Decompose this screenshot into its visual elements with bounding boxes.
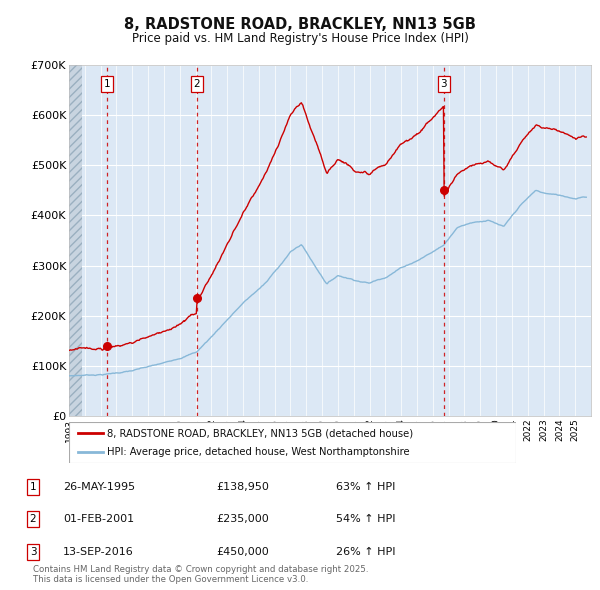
Text: 54% ↑ HPI: 54% ↑ HPI bbox=[336, 514, 395, 524]
Text: £235,000: £235,000 bbox=[216, 514, 269, 524]
Text: 3: 3 bbox=[440, 79, 447, 89]
Text: HPI: Average price, detached house, West Northamptonshire: HPI: Average price, detached house, West… bbox=[107, 447, 410, 457]
Text: £450,000: £450,000 bbox=[216, 547, 269, 556]
Text: 1: 1 bbox=[29, 482, 37, 491]
Text: 63% ↑ HPI: 63% ↑ HPI bbox=[336, 482, 395, 491]
Text: 2: 2 bbox=[193, 79, 200, 89]
Text: 13-SEP-2016: 13-SEP-2016 bbox=[63, 547, 134, 556]
Text: Contains HM Land Registry data © Crown copyright and database right 2025.
This d: Contains HM Land Registry data © Crown c… bbox=[33, 565, 368, 584]
Text: 2: 2 bbox=[29, 514, 37, 524]
Text: 3: 3 bbox=[29, 547, 37, 556]
Text: 8, RADSTONE ROAD, BRACKLEY, NN13 5GB: 8, RADSTONE ROAD, BRACKLEY, NN13 5GB bbox=[124, 17, 476, 31]
Text: Price paid vs. HM Land Registry's House Price Index (HPI): Price paid vs. HM Land Registry's House … bbox=[131, 32, 469, 45]
Text: 26-MAY-1995: 26-MAY-1995 bbox=[63, 482, 135, 491]
Text: 1: 1 bbox=[103, 79, 110, 89]
Text: 26% ↑ HPI: 26% ↑ HPI bbox=[336, 547, 395, 556]
Text: 01-FEB-2001: 01-FEB-2001 bbox=[63, 514, 134, 524]
Text: £138,950: £138,950 bbox=[216, 482, 269, 491]
Bar bbox=[69, 65, 82, 416]
Text: 8, RADSTONE ROAD, BRACKLEY, NN13 5GB (detached house): 8, RADSTONE ROAD, BRACKLEY, NN13 5GB (de… bbox=[107, 428, 413, 438]
